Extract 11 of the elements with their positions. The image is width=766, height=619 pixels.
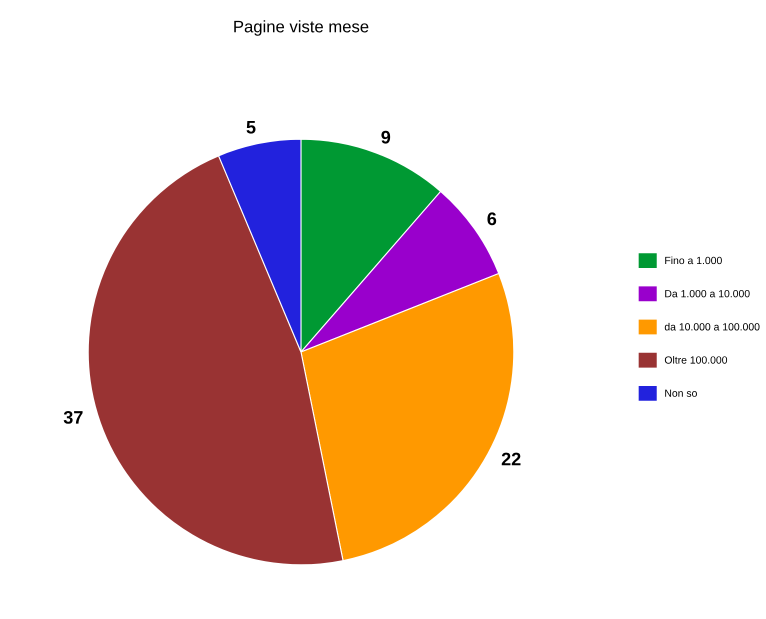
data-label: 6 [487, 212, 496, 226]
data-label: 37 [64, 410, 83, 424]
legend-label: da 10.000 a 100.000 [664, 322, 760, 331]
data-label: 22 [502, 452, 520, 466]
data-label: 5 [246, 121, 256, 134]
legend-label: Oltre 100.000 [664, 356, 728, 364]
chart-title: Pagine viste mese [234, 20, 368, 36]
legend-label: Da 1.000 a 10.000 [665, 290, 750, 298]
legend-label: Fino a 1.000 [665, 256, 722, 264]
legend-label: Non so [665, 390, 697, 397]
data-label: 9 [381, 130, 390, 144]
